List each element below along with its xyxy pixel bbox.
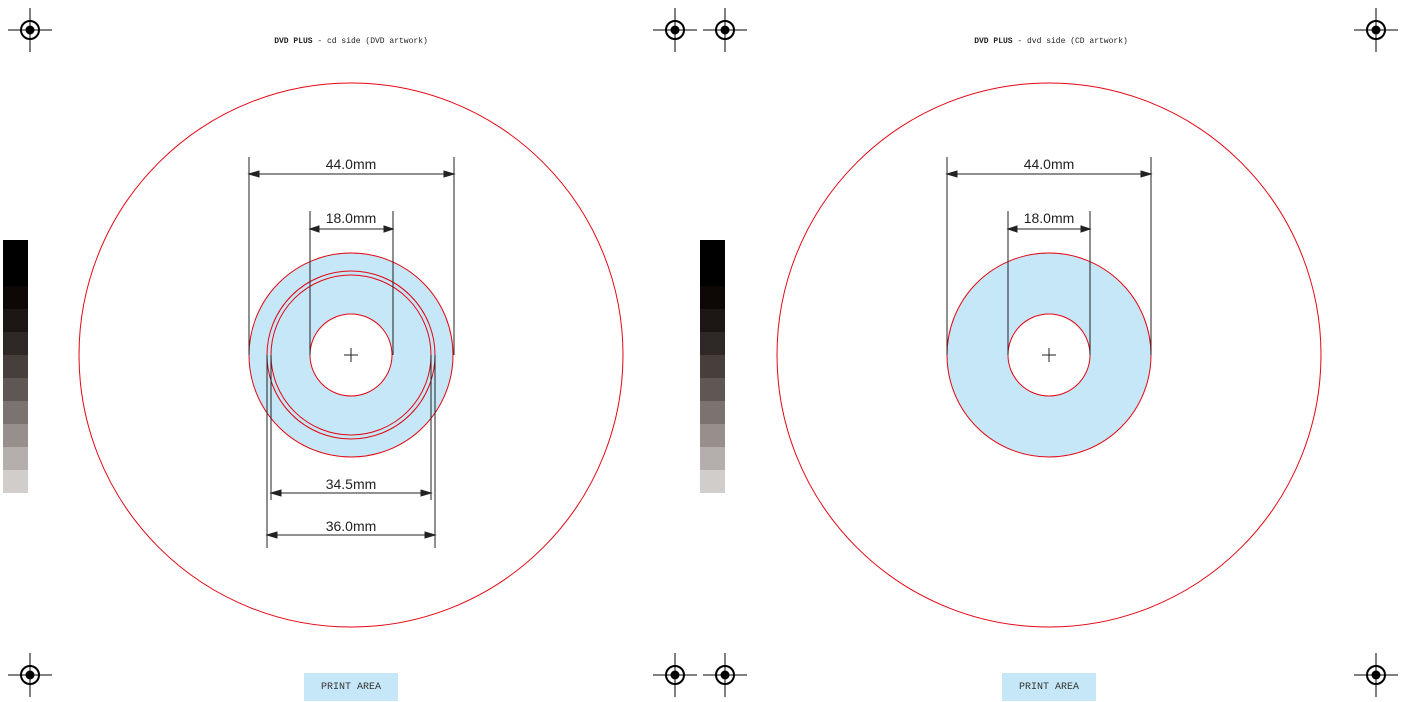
dimension-44mm <box>247 157 456 355</box>
grey-scale-step <box>700 378 725 401</box>
registration-mark-top-left <box>703 8 747 52</box>
dimension-label: 44.0mm <box>1024 156 1075 172</box>
dimension-label: 34.5mm <box>326 476 377 492</box>
dimension-18mm <box>308 211 395 355</box>
disc-drawing: 44.0mm 18.0mm <box>703 8 1398 697</box>
outer-disc-outline <box>78 82 624 628</box>
grey-scale-step <box>700 401 725 424</box>
panel-dvd-side: DVD PLUS - dvd side (CD artwork) <box>700 0 1402 702</box>
dimension-label: 18.0mm <box>326 210 377 226</box>
dimension-label: 36.0mm <box>326 518 377 534</box>
grey-scale-step <box>700 424 725 447</box>
dimension-label: 18.0mm <box>1024 210 1075 226</box>
grey-scale-strip <box>700 240 725 493</box>
center-cross-icon <box>344 348 358 362</box>
grey-scale-step <box>3 309 28 332</box>
grey-scale-step <box>3 424 28 447</box>
grey-scale-step <box>3 470 28 493</box>
registration-mark-top-left <box>8 8 52 52</box>
grey-scale-step <box>700 447 725 470</box>
grey-scale-step <box>700 470 725 493</box>
grey-scale-step <box>3 401 28 424</box>
panel-title: DVD PLUS - cd side (DVD artwork) <box>274 37 428 46</box>
registration-mark-bottom-left <box>8 653 52 697</box>
grey-scale-step <box>700 332 725 355</box>
registration-mark-bottom-right <box>1354 653 1398 697</box>
grey-scale-step <box>3 240 28 286</box>
registration-mark-top-right <box>1354 8 1398 52</box>
registration-mark-bottom-right <box>653 653 697 697</box>
grey-scale-step <box>700 240 725 286</box>
dimension-label: 44.0mm <box>326 156 377 172</box>
registration-mark-top-right <box>653 8 697 52</box>
dimension-44mm <box>945 157 1153 355</box>
registration-mark-bottom-left <box>703 653 747 697</box>
grey-scale-step <box>3 447 28 470</box>
grey-scale-step <box>3 286 28 309</box>
print-area-label: PRINT AREA <box>304 673 398 701</box>
grey-scale-step <box>700 286 725 309</box>
disc-drawing: 44.0mm 18.0mm 34.5mm 36.0mm <box>8 8 697 697</box>
grey-scale-step <box>700 355 725 378</box>
outer-disc-outline <box>776 82 1322 628</box>
dimension-34-5mm <box>269 355 433 500</box>
center-cross-icon <box>1042 348 1056 362</box>
grey-scale-step <box>3 355 28 378</box>
grey-scale-strip <box>3 240 28 493</box>
panel-title: DVD PLUS - dvd side (CD artwork) <box>974 37 1128 46</box>
grey-scale-step <box>3 378 28 401</box>
grey-scale-step <box>3 332 28 355</box>
dimension-36mm <box>265 355 437 548</box>
grey-scale-step <box>700 309 725 332</box>
print-area-label: PRINT AREA <box>1002 673 1096 701</box>
panel-cd-side: DVD PLUS - cd side (DVD artwork) <box>0 0 702 702</box>
dimension-18mm <box>1006 211 1092 355</box>
